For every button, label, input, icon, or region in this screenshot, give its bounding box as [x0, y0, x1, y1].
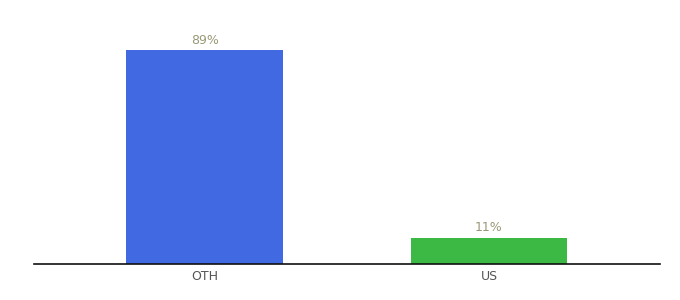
Bar	[411, 238, 567, 264]
Text: 11%: 11%	[475, 221, 503, 234]
Text: 89%: 89%	[190, 34, 218, 47]
Bar	[126, 50, 283, 264]
